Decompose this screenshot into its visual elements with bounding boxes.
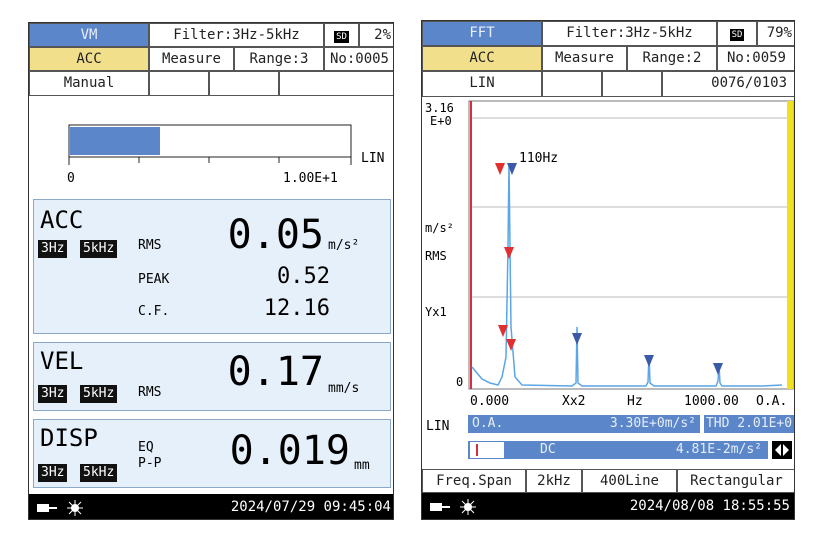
grid [469, 117, 793, 298]
filter-tag: 5kHz [80, 240, 118, 258]
label: PEAK [138, 272, 170, 287]
x-max: 1000.00 [684, 394, 739, 409]
number: No:0005 [324, 47, 393, 71]
number: No:0059 [717, 46, 794, 71]
state: Measure [149, 47, 234, 71]
arrows [772, 441, 792, 459]
state: Measure [542, 46, 627, 71]
x-zoom: Xx2 [562, 394, 586, 409]
plot-frame [468, 100, 794, 390]
sd-cell: SD [324, 23, 359, 47]
peak-markers [495, 163, 723, 375]
y-zoom: Yx1 [425, 305, 447, 319]
oa-value: 3.30E+0m/s² [609, 416, 696, 431]
label: RMS [138, 238, 162, 253]
value: 0.05 [227, 212, 324, 258]
sd-icon: SD [334, 31, 349, 43]
filter: Filter:3Hz-5kHz [149, 23, 324, 47]
window: Rectangular [677, 469, 794, 493]
x-unit: Hz [627, 394, 643, 409]
footer: 2024/07/29 09:45:04 [29, 494, 393, 519]
battery: 79% [757, 21, 794, 46]
bar-max: 1.00E+1 [283, 171, 338, 186]
channel: ACC [422, 46, 542, 71]
spectrum [468, 100, 794, 390]
y-unit: m/s² [425, 221, 454, 235]
label: EQ [138, 440, 154, 455]
filter: Filter:3Hz-5kHz [542, 21, 717, 46]
fft-screen: FFT Filter:3Hz-5kHz SD 79% ACC Measure R… [421, 20, 795, 520]
bar-scale: LIN [361, 151, 385, 166]
level-bar [68, 124, 352, 165]
battery: 2% [359, 23, 393, 47]
label: C.F. [138, 304, 170, 319]
bar-min: 0 [67, 171, 75, 186]
info-scale: LIN [426, 419, 450, 434]
icons [430, 499, 476, 515]
oa-label: O.A. [472, 416, 504, 431]
value: 0.17 [227, 349, 324, 395]
datetime: 2024/07/29 09:45:04 [230, 499, 391, 515]
dc-box: DC 4.81E-2m/s² [468, 441, 768, 459]
channel: ACC [29, 47, 149, 71]
unit: mm [354, 458, 370, 473]
cell [602, 71, 662, 97]
cell [209, 71, 279, 96]
bar-fill [70, 127, 160, 155]
x-end: O.A. [756, 394, 788, 409]
dc-value: 4.81E-2m/s² [675, 442, 762, 457]
range: Range:2 [627, 46, 717, 71]
dc-label: DC [540, 442, 556, 457]
oa-box: O.A. 3.30E+0m/s² [468, 415, 700, 433]
x-min: 0.000 [470, 394, 510, 409]
value: 12.16 [263, 296, 330, 321]
value: 0.52 [277, 264, 330, 289]
datetime: 2024/08/08 18:55:55 [629, 498, 790, 514]
value: 0.019 [229, 428, 350, 474]
footer: 2024/08/08 18:55:55 [422, 493, 794, 519]
scale: LIN [422, 71, 542, 97]
spectrum-line [471, 162, 783, 387]
label: RMS [138, 385, 162, 400]
count: 0076/0103 [662, 71, 794, 97]
bar-ticks [68, 157, 352, 165]
trigger: Manual [29, 71, 149, 96]
sd-icon: SD [729, 29, 745, 41]
cell [542, 71, 602, 97]
icons [37, 500, 83, 516]
filter-tag: 5kHz [80, 464, 118, 482]
filter-tag: 3Hz [38, 240, 68, 258]
y-exp: E+0 [430, 114, 452, 128]
label: P-P [138, 456, 162, 471]
unit: mm/s [328, 381, 360, 396]
span-label: Freq.Span [422, 469, 526, 493]
y-max: 3.16 [425, 101, 454, 115]
filter-tag: 3Hz [38, 385, 68, 403]
disp-panel: DISP 3Hz 5kHz EQ P-P 0.019 mm [33, 419, 391, 488]
cell [279, 71, 393, 96]
oa-bar [787, 101, 793, 389]
dc-marker [470, 442, 504, 458]
mode: VM [29, 23, 149, 47]
y-min: 0 [456, 375, 464, 389]
mode: FFT [422, 21, 542, 46]
filter-tag: 5kHz [80, 385, 118, 403]
filter-tag: 3Hz [38, 464, 68, 482]
y-mode: RMS [425, 249, 447, 263]
range: Range:3 [234, 47, 324, 71]
sd-cell: SD [717, 21, 757, 46]
vel-panel: VEL 3Hz 5kHz RMS 0.17 mm/s [33, 342, 391, 411]
panel-name: ACC [40, 206, 84, 234]
thd: THD 2.01E+0 [704, 415, 794, 433]
peak-label: 110Hz [519, 151, 559, 166]
span: 2kHz [526, 469, 582, 493]
panel-name: DISP [40, 424, 98, 452]
unit: m/s² [328, 238, 360, 253]
panel-name: VEL [40, 347, 84, 375]
cell [149, 71, 209, 96]
acc-panel: ACC 3Hz 5kHz RMS 0.05 m/s² PEAK 0.52 C.F… [33, 199, 391, 334]
vm-screen: VM Filter:3Hz-5kHz SD 2% ACC Measure Ran… [28, 22, 394, 520]
lines: 400Line [582, 469, 677, 493]
